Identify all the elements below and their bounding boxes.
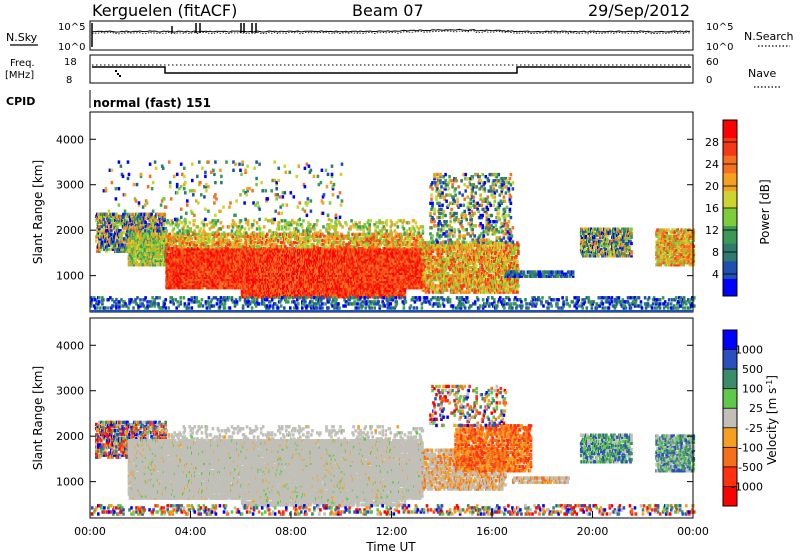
nsky-tick-bottom: 10^0 (58, 42, 85, 53)
freq-tick-top: 18 (64, 57, 77, 68)
nsearch-tick-top: 10^5 (706, 22, 733, 33)
freq-panel: Freq. [MHz] 18 8 60 0 Nave (5, 55, 780, 87)
data-cell (116, 239, 119, 242)
data-cell (163, 213, 166, 216)
nave-tick-bottom: 0 (706, 75, 712, 86)
freq-frame (90, 55, 693, 83)
beam-title: Beam 07 (352, 1, 424, 20)
data-cell (108, 248, 111, 251)
data-cell (95, 239, 98, 242)
data-cell (116, 225, 119, 228)
nsky-tick-top: 10^5 (58, 22, 85, 33)
data-cell (144, 217, 147, 220)
nsearch-label: N.Search (744, 30, 794, 43)
nsearch-tick-bottom: 10^0 (706, 42, 733, 53)
freq-tick-bottom: 8 (66, 75, 72, 86)
nsky-label: N.Sky (6, 31, 38, 44)
cpid-label: CPID (6, 95, 35, 108)
figure: Kerguelen (fitACF) Beam 07 29/Sep/2012 N… (0, 0, 800, 554)
date-title: 29/Sep/2012 (588, 1, 690, 20)
nsky-panel: N.Sky 10^5 10^0 10^5 10^0 N.Search (6, 21, 794, 53)
nave-label: Nave (748, 67, 776, 80)
freq-glitch-marks (115, 70, 121, 77)
freq-series (92, 67, 691, 73)
freq-label-line1: Freq. (10, 58, 35, 69)
cpid-text: normal (fast) 151 (93, 96, 211, 110)
nave-tick-top: 60 (706, 57, 719, 68)
data-cell (162, 223, 165, 226)
data-cell (110, 229, 113, 232)
nsky-series (92, 29, 690, 32)
power-scatter (90, 160, 696, 309)
freq-label-line2: [MHz] (5, 70, 34, 81)
nsky-frame (90, 21, 693, 50)
data-cell (150, 213, 153, 216)
station-title: Kerguelen (fitACF) (92, 1, 237, 20)
